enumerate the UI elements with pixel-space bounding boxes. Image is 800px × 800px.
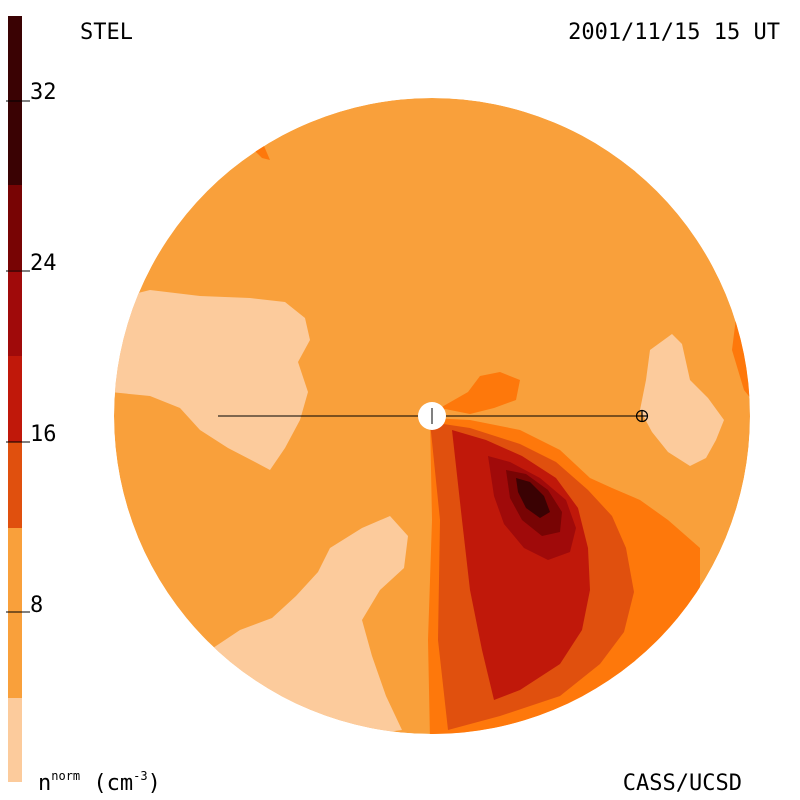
density-bump-near-sun (440, 372, 520, 414)
unit-superscript: norm (51, 769, 81, 783)
colorbar-band-1 (8, 528, 22, 698)
instrument-label: STEL (80, 20, 133, 45)
unit-exponent: -3 (133, 769, 148, 783)
unit-base: n (38, 771, 52, 796)
colorbar-tick-label-16: 16 (30, 422, 57, 447)
colorbar-band-6 (8, 185, 22, 270)
colorbar-band-4 (8, 356, 22, 442)
colorbar-unit-label: nnorm (cm-3) (38, 770, 161, 795)
low-density-region-left (114, 290, 310, 470)
timestamp-label: 2001/11/15 15 UT (568, 20, 780, 45)
colorbar-tick-label-32: 32 (30, 80, 57, 105)
colorbar-tick-label-24: 24 (30, 251, 57, 276)
credit-label: CASS/UCSD (622, 771, 742, 796)
low-density-region-right (640, 334, 724, 466)
colorbar-band-5 (8, 270, 22, 356)
unit-tail: (cm (80, 771, 134, 796)
colorbar (6, 16, 30, 782)
unit-close: ) (147, 771, 161, 796)
plume-core (516, 478, 550, 518)
colorbar-band-3 (8, 442, 22, 528)
colorbar-band-0 (8, 698, 22, 782)
colorbar-tick-label-8: 8 (30, 593, 44, 618)
